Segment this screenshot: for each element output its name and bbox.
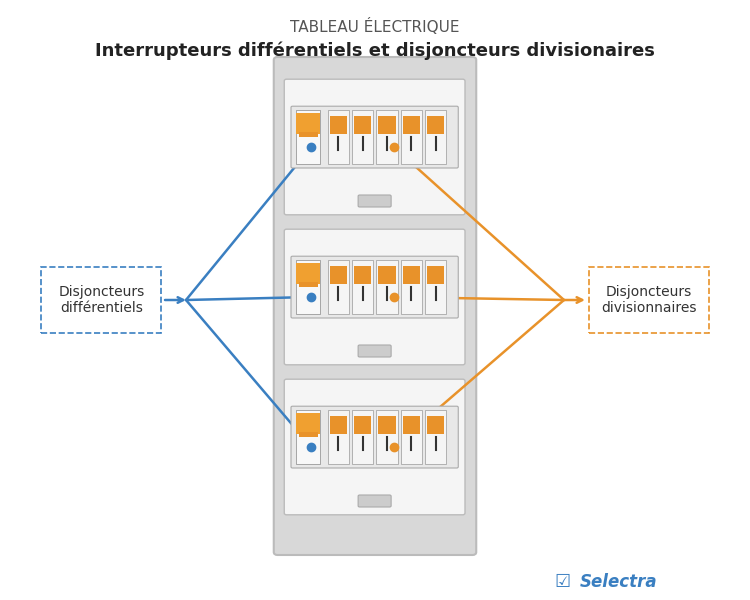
FancyBboxPatch shape <box>589 267 709 333</box>
Text: Disjoncteurs
divisionnaires: Disjoncteurs divisionnaires <box>601 285 697 315</box>
FancyBboxPatch shape <box>358 495 392 507</box>
FancyBboxPatch shape <box>400 110 422 164</box>
FancyBboxPatch shape <box>425 260 446 314</box>
FancyBboxPatch shape <box>298 132 318 137</box>
FancyBboxPatch shape <box>427 266 444 284</box>
FancyBboxPatch shape <box>296 410 320 464</box>
FancyBboxPatch shape <box>403 116 420 134</box>
FancyBboxPatch shape <box>296 260 320 314</box>
FancyBboxPatch shape <box>400 260 422 314</box>
FancyBboxPatch shape <box>425 110 446 164</box>
Text: TABLEAU ÉLECTRIQUE: TABLEAU ÉLECTRIQUE <box>290 19 460 35</box>
FancyBboxPatch shape <box>298 282 318 287</box>
FancyBboxPatch shape <box>352 260 374 314</box>
FancyBboxPatch shape <box>354 266 371 284</box>
Text: ☑: ☑ <box>554 573 571 591</box>
FancyBboxPatch shape <box>296 110 320 164</box>
FancyBboxPatch shape <box>403 266 420 284</box>
FancyBboxPatch shape <box>427 116 444 134</box>
FancyBboxPatch shape <box>291 106 458 168</box>
FancyBboxPatch shape <box>354 116 371 134</box>
FancyBboxPatch shape <box>296 413 320 434</box>
FancyBboxPatch shape <box>298 432 318 437</box>
Text: Interrupteurs différentiels et disjoncteurs divisionaires: Interrupteurs différentiels et disjoncte… <box>95 42 655 60</box>
FancyBboxPatch shape <box>41 267 161 333</box>
FancyBboxPatch shape <box>376 110 398 164</box>
FancyBboxPatch shape <box>358 345 392 357</box>
FancyBboxPatch shape <box>403 416 420 434</box>
FancyBboxPatch shape <box>330 266 347 284</box>
Text: Selectra: Selectra <box>580 573 658 591</box>
FancyBboxPatch shape <box>330 116 347 134</box>
FancyBboxPatch shape <box>352 410 374 464</box>
FancyBboxPatch shape <box>400 410 422 464</box>
FancyBboxPatch shape <box>379 266 395 284</box>
FancyBboxPatch shape <box>376 410 398 464</box>
FancyBboxPatch shape <box>284 229 465 365</box>
FancyBboxPatch shape <box>379 416 395 434</box>
FancyBboxPatch shape <box>354 416 371 434</box>
FancyBboxPatch shape <box>291 406 458 468</box>
FancyBboxPatch shape <box>284 79 465 215</box>
Text: Disjoncteurs
différentiels: Disjoncteurs différentiels <box>58 285 144 315</box>
FancyBboxPatch shape <box>330 416 347 434</box>
FancyBboxPatch shape <box>296 263 320 284</box>
FancyBboxPatch shape <box>328 410 349 464</box>
FancyBboxPatch shape <box>328 260 349 314</box>
FancyBboxPatch shape <box>291 256 458 318</box>
FancyBboxPatch shape <box>425 410 446 464</box>
FancyBboxPatch shape <box>376 260 398 314</box>
FancyBboxPatch shape <box>379 116 395 134</box>
FancyBboxPatch shape <box>328 110 349 164</box>
FancyBboxPatch shape <box>352 110 374 164</box>
FancyBboxPatch shape <box>274 57 476 555</box>
FancyBboxPatch shape <box>427 416 444 434</box>
FancyBboxPatch shape <box>296 113 320 134</box>
FancyBboxPatch shape <box>284 379 465 515</box>
FancyBboxPatch shape <box>358 195 392 207</box>
